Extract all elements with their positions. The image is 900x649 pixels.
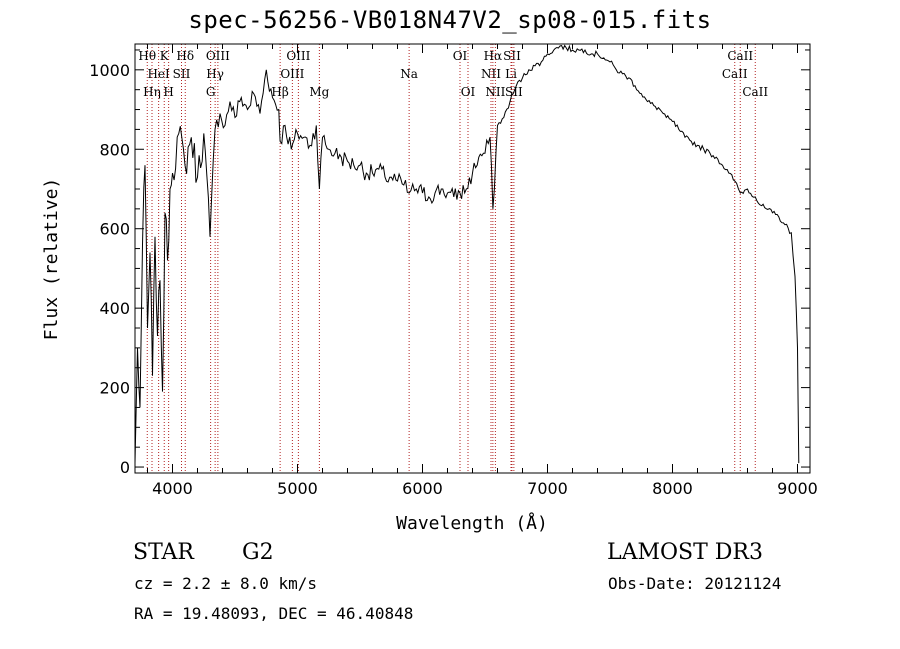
line-marker-label: Li [505, 67, 517, 81]
survey-name: LAMOST DR3 [607, 540, 763, 565]
x-tick-label: 4000 [152, 479, 193, 498]
line-marker-label: OIII [206, 49, 230, 63]
line-marker-label: NII [481, 67, 501, 81]
line-marker-label: HeI [147, 67, 170, 81]
y-tick-label: 800 [99, 140, 130, 159]
ra-dec-coordinates: RA = 19.48093, DEC = 46.40848 [134, 604, 414, 623]
line-marker-label: SII [173, 67, 191, 81]
x-axis-label: Wavelength (Å) [396, 512, 548, 534]
line-marker-label: SII [503, 49, 521, 63]
spectrum-line [134, 44, 800, 464]
line-marker-label: OIII [280, 67, 304, 81]
y-tick-label: 200 [99, 379, 130, 398]
y-tick-label: 600 [99, 220, 130, 239]
line-marker-label: CaII [727, 49, 753, 63]
line-marker-label: Mg [309, 85, 329, 99]
line-markers: HθHηHeIKHSIIHδGHγOIIIHβOIIIOIIIMgNaOIOIN… [138, 44, 768, 473]
line-marker-label: Hα [484, 49, 503, 63]
line-marker-label: NII [485, 85, 505, 99]
object-type: STAR [133, 540, 194, 565]
line-marker-label: Na [400, 67, 418, 81]
y-tick-label: 0 [120, 458, 130, 477]
line-marker-label: Hθ [138, 49, 156, 63]
line-marker-label: Hγ [206, 67, 224, 81]
line-marker-label: K [160, 49, 170, 63]
line-marker-label: Hη [143, 85, 161, 99]
plot-frame [134, 43, 811, 474]
line-marker-label: OI [453, 49, 468, 63]
x-tick-label: 5000 [277, 479, 318, 498]
y-tick-label: 1000 [89, 61, 130, 80]
line-marker-label: CaII [742, 85, 768, 99]
data-layer [134, 44, 800, 464]
obs-date: Obs-Date: 20121124 [608, 574, 782, 593]
line-marker-label: OI [461, 85, 476, 99]
y-tick-label: 400 [99, 299, 130, 318]
line-marker-label: Hδ [176, 49, 194, 63]
object-subclass: G2 [242, 540, 274, 565]
chart-title: spec-56256-VB018N47V2_sp08-015.fits [188, 6, 712, 34]
line-marker-label: OIII [286, 49, 310, 63]
x-tick-label: 7000 [527, 479, 568, 498]
line-marker-label: H [163, 85, 173, 99]
redshift-line: cz = 2.2 ± 8.0 km/s [134, 574, 318, 593]
line-marker-label: Hβ [271, 85, 288, 99]
line-marker-label: CaII [722, 67, 748, 81]
x-tick-label: 6000 [402, 479, 443, 498]
y-axis-label: Flux (relative) [41, 178, 62, 341]
x-tick-label: 8000 [652, 479, 693, 498]
line-marker-label: G [206, 85, 216, 99]
x-tick-label: 9000 [777, 479, 818, 498]
axes: 4000 5000 6000 7000 8000 9000 0 200 400 600 800 100… [89, 43, 818, 498]
